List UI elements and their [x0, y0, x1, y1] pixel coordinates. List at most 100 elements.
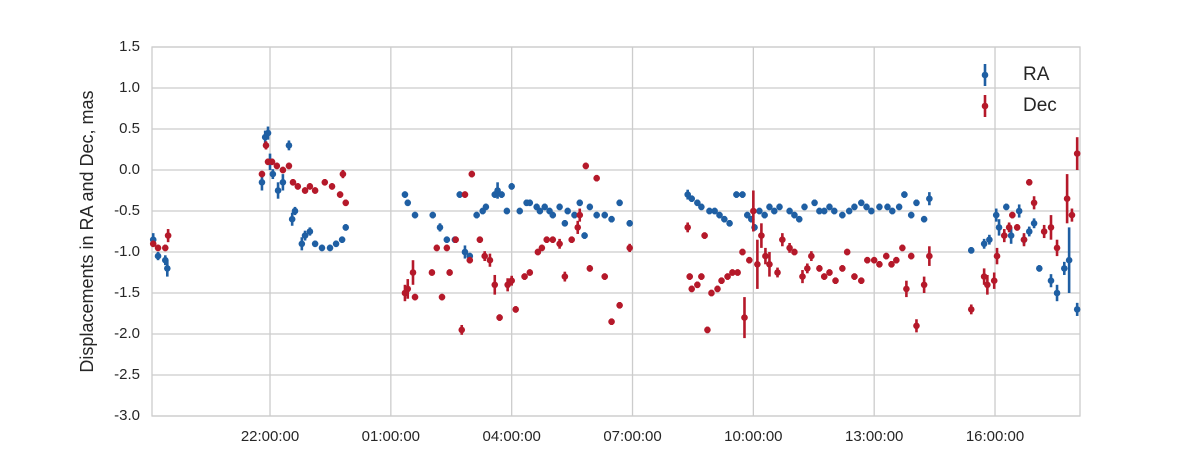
data-point [154, 252, 162, 260]
data-point [1047, 277, 1055, 285]
data-point [496, 314, 503, 321]
data-point [746, 256, 753, 264]
data-point [770, 207, 778, 215]
data-point [704, 326, 711, 334]
data-point [832, 277, 839, 285]
data-point [843, 248, 851, 256]
data-point [601, 273, 609, 280]
data-point [698, 203, 705, 211]
data-point [801, 203, 808, 211]
data-point [1060, 265, 1068, 272]
data-point [534, 248, 542, 256]
data-point [750, 207, 757, 215]
data-point [899, 244, 906, 252]
data-point [549, 236, 557, 243]
data-point [504, 281, 511, 289]
legend-marker [981, 71, 989, 79]
x-tick-label: 01:00:00 [362, 428, 420, 445]
data-point [895, 203, 903, 211]
data-point [779, 236, 786, 243]
data-point [411, 293, 419, 301]
legend-label: RA [1023, 64, 1050, 85]
data-point [864, 256, 871, 264]
data-point [268, 158, 276, 166]
data-point [857, 277, 865, 285]
data-point [491, 281, 499, 289]
legend-marker [981, 102, 989, 110]
data-point [1025, 179, 1033, 186]
data-point [581, 232, 588, 239]
data-point [1007, 232, 1015, 239]
data-point [576, 211, 584, 219]
data-point [149, 240, 157, 248]
data-point [269, 170, 277, 178]
data-point [264, 129, 272, 137]
data-point [461, 248, 469, 256]
data-point [571, 211, 578, 219]
data-point [1030, 199, 1038, 207]
data-point [616, 199, 623, 207]
data-point [404, 285, 412, 293]
data-point [967, 306, 975, 313]
data-point [536, 207, 544, 215]
y-tick-label: -1.0 [114, 243, 140, 260]
data-point [754, 261, 761, 268]
data-point [164, 232, 172, 239]
data-point [698, 273, 705, 280]
data-point [729, 269, 736, 276]
data-point [285, 142, 293, 149]
data-point [339, 170, 347, 178]
data-point [882, 252, 890, 260]
data-point [776, 203, 783, 211]
data-point [786, 244, 793, 252]
data-point [336, 191, 344, 198]
data-point [556, 203, 563, 211]
data-point [920, 215, 928, 223]
data-point [428, 269, 436, 276]
data-point [538, 244, 546, 252]
data-point [734, 269, 741, 276]
data-point [926, 252, 933, 260]
data-point [508, 277, 515, 285]
data-point [601, 211, 609, 219]
data-point [706, 207, 713, 215]
data-point [526, 199, 534, 207]
data-point [498, 191, 505, 198]
data-point [258, 179, 266, 186]
data-point [456, 191, 464, 198]
data-point [568, 236, 575, 243]
y-tick-label: 1.0 [119, 79, 140, 96]
data-point [857, 199, 865, 207]
data-point [409, 269, 417, 276]
plot-frame [151, 46, 1081, 417]
data-point [516, 207, 524, 215]
data-point [338, 236, 346, 243]
data-point [1073, 150, 1081, 157]
data-point [1065, 256, 1073, 264]
data-point [593, 211, 600, 219]
data-point [1009, 211, 1016, 219]
data-point [811, 199, 818, 207]
data-point [766, 261, 773, 268]
data-point [893, 256, 900, 264]
data-point [876, 203, 883, 211]
data-point [461, 191, 469, 198]
x-tick-label: 13:00:00 [845, 428, 903, 445]
data-point [718, 277, 725, 285]
marks [149, 126, 1081, 339]
data-point [543, 236, 551, 243]
data-point [839, 265, 846, 272]
data-point [561, 273, 569, 280]
data-point [452, 236, 459, 243]
data-point [774, 269, 781, 276]
y-axis-label: Displacements in RA and Dec, mas [77, 90, 97, 372]
data-point [258, 170, 266, 178]
data-point [1005, 224, 1013, 231]
data-point [436, 224, 444, 231]
data-point [711, 207, 718, 215]
data-point [161, 244, 169, 252]
data-point [294, 183, 302, 190]
data-point [863, 203, 870, 211]
data-point [549, 211, 557, 219]
